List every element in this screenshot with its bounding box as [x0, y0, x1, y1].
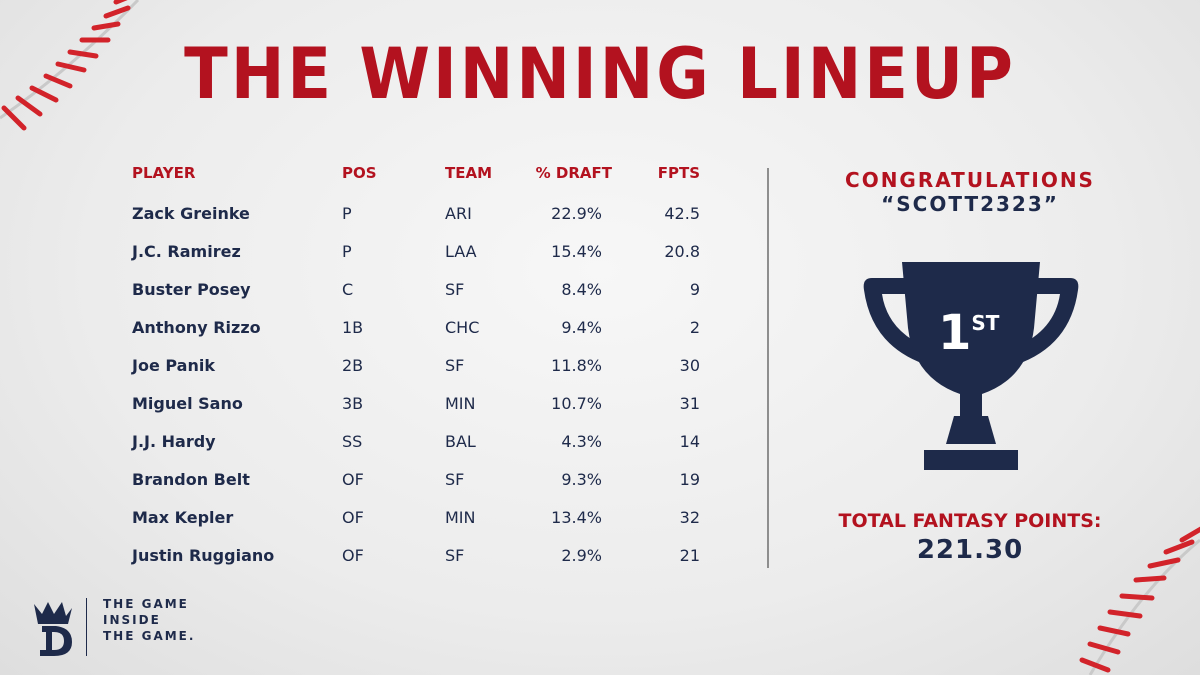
tagline-line: THE GAME — [103, 597, 189, 611]
cell-pos: C — [342, 280, 354, 299]
cell-team: LAA — [445, 242, 477, 261]
cell-fpts: 9 — [689, 280, 700, 299]
congrats-heading: CONGRATULATIONS — [845, 168, 1095, 192]
cell-fpts: 31 — [679, 394, 700, 413]
cell-team: SF — [445, 356, 465, 375]
table-row: Miguel Sano 3B MIN 10.7% 31 — [132, 388, 712, 426]
cell-team: MIN — [445, 508, 476, 527]
cell-player: Miguel Sano — [132, 394, 243, 413]
vertical-divider — [767, 168, 769, 568]
cell-draft: 8.4% — [561, 280, 602, 299]
cell-player: Zack Greinke — [132, 204, 250, 223]
table-row: Anthony Rizzo 1B CHC 9.4% 2 — [132, 312, 712, 350]
cell-draft: 4.3% — [561, 432, 602, 451]
cell-player: Anthony Rizzo — [132, 318, 261, 337]
cell-draft: 9.3% — [561, 470, 602, 489]
cell-fpts: 42.5 — [664, 204, 700, 223]
lineup-table: PLAYER POS TEAM % DRAFT FPTS Zack Greink… — [132, 160, 712, 578]
cell-fpts: 32 — [679, 508, 700, 527]
header-fpts: FPTS — [657, 164, 700, 182]
tagline-line: INSIDE — [103, 613, 161, 627]
cell-team: SF — [445, 470, 465, 489]
cell-fpts: 30 — [679, 356, 700, 375]
logo-divider — [86, 598, 87, 656]
cell-player: Max Kepler — [132, 508, 234, 527]
cell-pos: 3B — [342, 394, 364, 413]
cell-draft: 9.4% — [561, 318, 602, 337]
header-draft: % DRAFT — [535, 164, 612, 182]
cell-fpts: 2 — [689, 318, 700, 337]
draftkings-crown-logo-icon — [34, 602, 72, 656]
table-row: J.C. Ramirez P LAA 15.4% 20.8 — [132, 236, 712, 274]
cell-player: Buster Posey — [132, 280, 251, 299]
cell-pos: OF — [342, 508, 364, 527]
cell-pos: P — [342, 242, 352, 261]
place-number: 1 — [938, 305, 972, 361]
cell-player: Brandon Belt — [132, 470, 250, 489]
baseball-seam-bottom-right — [1079, 526, 1200, 675]
cell-fpts: 20.8 — [664, 242, 700, 261]
table-row: J.J. Hardy SS BAL 4.3% 14 — [132, 426, 712, 464]
cell-pos: OF — [342, 470, 364, 489]
table-row: Justin Ruggiano OF SF 2.9% 21 — [132, 540, 712, 578]
cell-draft: 11.8% — [551, 356, 602, 375]
place-badge: 1ST — [938, 305, 999, 361]
cell-pos: OF — [342, 546, 364, 565]
table-row: Max Kepler OF MIN 13.4% 32 — [132, 502, 712, 540]
cell-draft: 22.9% — [551, 204, 602, 223]
cell-draft: 15.4% — [551, 242, 602, 261]
header-player: PLAYER — [132, 164, 196, 182]
cell-draft: 13.4% — [551, 508, 602, 527]
cell-pos: P — [342, 204, 352, 223]
table-row: Zack Greinke P ARI 22.9% 42.5 — [132, 198, 712, 236]
cell-fpts: 14 — [679, 432, 700, 451]
winner-username: “SCOTT2323” — [881, 192, 1059, 216]
baseball-seam-top-left — [0, 0, 140, 131]
cell-player: J.J. Hardy — [132, 432, 216, 451]
tagline-line: THE GAME. — [103, 629, 196, 643]
page-title: THE WINNING LINEUP — [184, 34, 1016, 116]
cell-team: MIN — [445, 394, 476, 413]
cell-pos: SS — [342, 432, 363, 451]
header-pos: POS — [342, 164, 377, 182]
cell-fpts: 19 — [679, 470, 700, 489]
cell-player: J.C. Ramirez — [132, 242, 241, 261]
total-points-value: 221.30 — [916, 535, 1024, 565]
cell-draft: 2.9% — [561, 546, 602, 565]
header-team: TEAM — [445, 164, 493, 182]
total-points-label: TOTAL FANTASY POINTS: — [838, 510, 1102, 532]
table-row: Buster Posey C SF 8.4% 9 — [132, 274, 712, 312]
table-row: Brandon Belt OF SF 9.3% 19 — [132, 464, 712, 502]
place-suffix: ST — [971, 311, 1000, 335]
cell-draft: 10.7% — [551, 394, 602, 413]
cell-pos: 1B — [342, 318, 364, 337]
cell-pos: 2B — [342, 356, 364, 375]
cell-player: Joe Panik — [132, 356, 215, 375]
brand-tagline: THE GAME INSIDE THE GAME. — [103, 596, 195, 644]
cell-fpts: 21 — [679, 546, 700, 565]
cell-player: Justin Ruggiano — [132, 546, 275, 565]
cell-team: ARI — [445, 204, 472, 223]
cell-team: BAL — [445, 432, 476, 451]
table-row: Joe Panik 2B SF 11.8% 30 — [132, 350, 712, 388]
trophy-icon — [863, 262, 1079, 470]
table-header-row: PLAYER POS TEAM % DRAFT FPTS — [132, 160, 712, 198]
cell-team: SF — [445, 546, 465, 565]
cell-team: CHC — [445, 318, 480, 337]
cell-team: SF — [445, 280, 465, 299]
